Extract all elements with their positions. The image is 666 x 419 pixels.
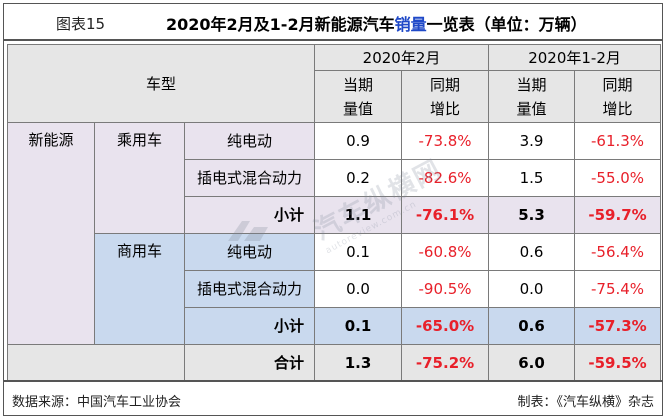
yoy-cell: -60.8% bbox=[401, 233, 490, 271]
value-cell: 6.0 bbox=[488, 344, 576, 382]
yoy-cell: -75.2% bbox=[401, 344, 490, 382]
value-cell: 0.0 bbox=[314, 270, 403, 308]
value-cell: 0.9 bbox=[314, 122, 403, 160]
group-label-commercial: 商用车 bbox=[94, 233, 185, 345]
total-row: 合计 1.3 -75.2% 6.0 -59.5% bbox=[7, 344, 662, 382]
watermark-logo-icon bbox=[228, 221, 268, 241]
title-part-2: 一览表（单位：万辆） bbox=[426, 15, 587, 34]
table-row: 商用车 纯电动 0.1 -60.8% 0.6 -56.4% bbox=[8, 233, 662, 345]
value-cell: 0.2 bbox=[314, 159, 403, 197]
table-maker: 制表：《汽车纵横》杂志 bbox=[517, 395, 654, 410]
feb-current-line1: 当期 bbox=[343, 75, 374, 94]
type-cell: 纯电动 bbox=[183, 122, 316, 160]
title-part-1: 2020年2月及1-2月新能源汽车 bbox=[166, 15, 395, 34]
table-row: 插电式混合动力 0.2 -82.6% 1.5 -55.0% bbox=[8, 159, 662, 197]
ytd-current-line1: 当期 bbox=[516, 75, 547, 94]
value-cell: 0.1 bbox=[314, 307, 403, 345]
type-cell: 纯电动 bbox=[183, 233, 316, 271]
type-cell: 插电式混合动力 bbox=[183, 270, 316, 308]
ytd-current-line2: 量值 bbox=[516, 99, 547, 118]
title-highlight: 销量 bbox=[394, 15, 427, 34]
category-cell: 新能源 bbox=[7, 122, 95, 345]
yoy-cell: -65.0% bbox=[401, 307, 490, 345]
period-ytd-header: 2020年1-2月 bbox=[488, 44, 662, 71]
yoy-cell: -61.3% bbox=[574, 122, 662, 160]
value-cell: 0.6 bbox=[488, 307, 576, 345]
data-source: 数据来源：中国汽车工业协会 bbox=[12, 395, 182, 410]
period-feb-header: 2020年2月 bbox=[314, 44, 490, 71]
header-row-1: 车型 2020年2月 2020年1-2月 bbox=[6, 44, 662, 123]
value-cell: 0.0 bbox=[488, 270, 576, 308]
figure-title: 2020年2月及1-2月新能源汽车销量一览表（单位：万辆） bbox=[166, 11, 587, 35]
subtotal-label: 小计 bbox=[183, 307, 316, 345]
header-row-2: 当期量值 同期增比 当期量值 同期增比 bbox=[8, 70, 662, 123]
ytd-current-header: 当期 量值 bbox=[488, 70, 576, 123]
yoy-cell: -73.8% bbox=[401, 122, 490, 160]
yoy-cell: -59.7% bbox=[574, 196, 662, 234]
value-cell: 5.3 bbox=[488, 196, 576, 234]
subtotal-row: 小计 1.1 -76.1% 5.3 -59.7% bbox=[8, 196, 662, 234]
sales-table: 车型 2020年2月 2020年1-2月 当期量值 同期增比 当期量值 同期增比… bbox=[6, 44, 662, 382]
yoy-cell: -90.5% bbox=[401, 270, 490, 308]
figure-label: 图表15 bbox=[56, 15, 106, 33]
feb-yoy-header: 同期 增比 bbox=[401, 70, 490, 123]
table-row: 插电式混合动力 0.0 -90.5% 0.0 -75.4% bbox=[8, 270, 662, 308]
subtotal-row: 小计 0.1 -65.0% 0.6 -57.3% bbox=[8, 307, 662, 345]
value-cell: 1.3 bbox=[314, 344, 403, 382]
value-cell: 1.5 bbox=[488, 159, 576, 197]
yoy-cell: -75.4% bbox=[574, 270, 662, 308]
feb-current-line2: 量值 bbox=[343, 99, 374, 118]
feb-current-header: 当期 量值 bbox=[314, 70, 403, 123]
value-cell: 0.1 bbox=[314, 233, 403, 271]
value-cell: 3.9 bbox=[488, 122, 576, 160]
ytd-yoy-line2: 增比 bbox=[602, 99, 633, 118]
yoy-cell: -76.1% bbox=[401, 196, 490, 234]
group-label-passenger: 乘用车 bbox=[94, 122, 185, 234]
yoy-cell: -82.6% bbox=[401, 159, 490, 197]
vehicle-type-header: 车型 bbox=[6, 44, 316, 123]
yoy-cell: -55.0% bbox=[574, 159, 662, 197]
yoy-cell: -57.3% bbox=[574, 307, 662, 345]
table-row: 新能源 乘用车 纯电动 0.9 -73.8% 3.9 -61.3% bbox=[7, 122, 662, 345]
title-bar: 图表15 2020年2月及1-2月新能源汽车销量一览表（单位：万辆） bbox=[4, 4, 662, 41]
feb-yoy-line2: 增比 bbox=[430, 99, 461, 118]
total-label: 合计 bbox=[183, 344, 316, 382]
yoy-cell: -59.5% bbox=[574, 344, 662, 382]
value-cell: 0.6 bbox=[488, 233, 576, 271]
total-blank bbox=[7, 344, 185, 382]
yoy-cell: -56.4% bbox=[574, 233, 662, 271]
type-cell: 插电式混合动力 bbox=[183, 159, 316, 197]
value-cell: 1.1 bbox=[314, 196, 403, 234]
ytd-yoy-header: 同期 增比 bbox=[574, 70, 662, 123]
subtotal-label: 小计 bbox=[183, 196, 316, 234]
feb-yoy-line1: 同期 bbox=[430, 75, 461, 94]
footer: 数据来源：中国汽车工业协会 制表：《汽车纵横》杂志 bbox=[4, 380, 662, 415]
table-figure: 图表15 2020年2月及1-2月新能源汽车销量一览表（单位：万辆） 车型 20… bbox=[3, 3, 663, 416]
ytd-yoy-line1: 同期 bbox=[602, 75, 633, 94]
